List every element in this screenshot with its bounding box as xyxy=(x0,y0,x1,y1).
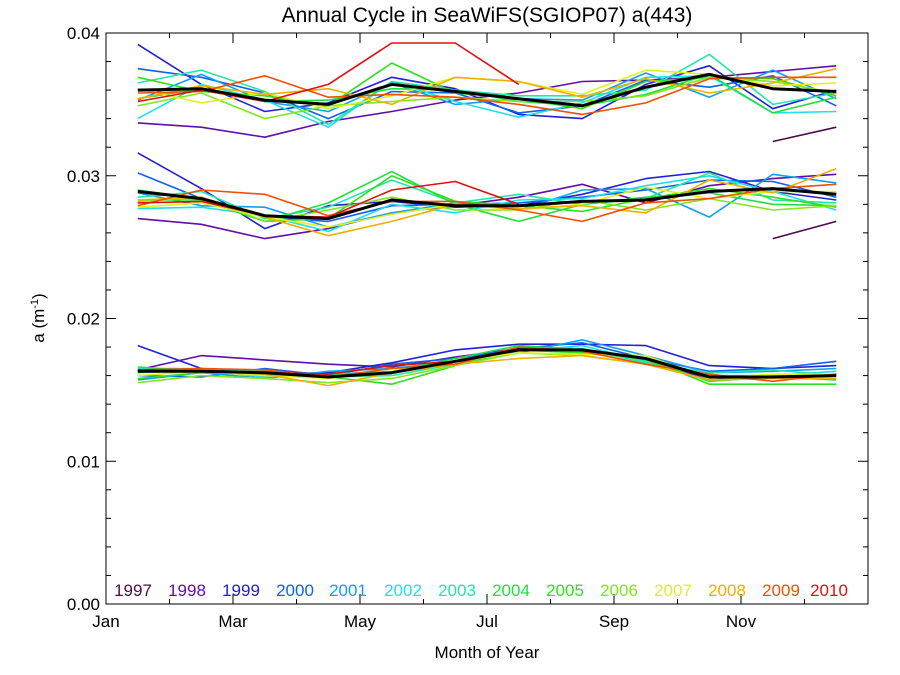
legend: 1997 1998 1999 2000 2001 2002 2003 2004 2005 2006… xyxy=(114,581,848,600)
legend-item-2010: 2010 xyxy=(810,581,848,600)
y-axis-label-sup: -1 xyxy=(29,299,41,309)
x-tick-label: May xyxy=(344,612,377,631)
x-axis-label: Month of Year xyxy=(435,643,540,662)
x-tick-label: Sep xyxy=(599,612,629,631)
series-line-2000-upper xyxy=(137,67,837,120)
series-line-1998-mid xyxy=(137,173,837,240)
series-line-mean-mid xyxy=(137,187,837,221)
legend-item-1997: 1997 xyxy=(114,581,152,600)
series-line-mean-upper xyxy=(137,72,837,108)
series-line-2008-upper xyxy=(137,67,837,106)
y-tick-label: 0.01 xyxy=(67,452,100,471)
y-tick-label: 0.03 xyxy=(67,167,100,186)
legend-item-2008: 2008 xyxy=(708,581,746,600)
series-layer xyxy=(137,42,837,387)
series-line-1997-upper xyxy=(772,126,837,143)
legend-item-2000: 2000 xyxy=(276,581,314,600)
series-line-2003-upper xyxy=(137,53,837,126)
legend-item-1998: 1998 xyxy=(168,581,206,600)
x-tick-label: Jul xyxy=(476,612,498,631)
y-tick-label: 0.04 xyxy=(67,24,100,43)
axis-ticks: Jan Mar May Jul Sep Nov 0.00 0.01 0.02 0.03 0.04 xyxy=(67,24,868,631)
legend-item-2007: 2007 xyxy=(654,581,692,600)
legend-item-2003: 2003 xyxy=(438,581,476,600)
legend-item-2009: 2009 xyxy=(762,581,800,600)
legend-item-1999: 1999 xyxy=(222,581,260,600)
legend-item-2004: 2004 xyxy=(492,581,530,600)
y-tick-label: 0.02 xyxy=(67,310,100,329)
x-tick-label: Mar xyxy=(218,612,248,631)
y-axis-label: a (m-1) xyxy=(29,293,48,342)
series-line-2006-mid xyxy=(137,196,837,223)
series-line-1997-mid xyxy=(772,220,837,240)
chart-title: Annual Cycle in SeaWiFS(SGIOP07) a(443) xyxy=(282,4,693,27)
legend-item-2006: 2006 xyxy=(600,581,638,600)
series-line-2009-upper xyxy=(137,75,837,116)
y-axis-label-main: a (m xyxy=(29,309,48,343)
y-axis-label-close: ) xyxy=(29,293,48,299)
legend-item-2002: 2002 xyxy=(384,581,422,600)
legend-item-2001: 2001 xyxy=(329,581,367,600)
x-tick-label: Jan xyxy=(92,612,119,631)
series-line-mean-lower xyxy=(137,348,837,379)
legend-item-2005: 2005 xyxy=(546,581,584,600)
plot-frame xyxy=(105,32,869,605)
y-tick-label: 0.00 xyxy=(67,595,100,614)
x-tick-label: Nov xyxy=(726,612,757,631)
